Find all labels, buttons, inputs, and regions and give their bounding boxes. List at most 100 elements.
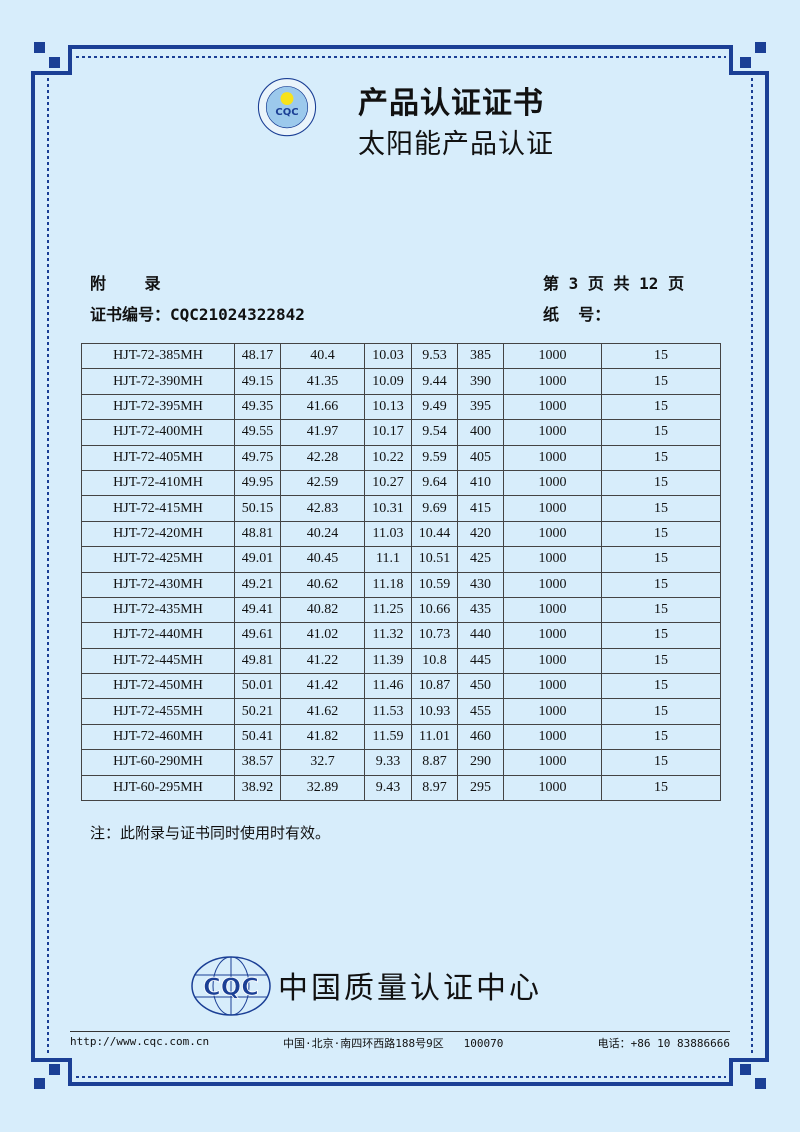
value-cell: 1000 — [503, 673, 602, 700]
value-cell: 10.87 — [411, 673, 458, 700]
value-cell: 11.53 — [364, 698, 412, 725]
value-cell: 50.21 — [234, 698, 281, 725]
value-cell: 49.81 — [234, 647, 281, 675]
value-cell: 290 — [457, 749, 504, 776]
table-row: HJT-72-410MH 49.95 42.59 10.27 9.64 410 1000 15 — [81, 469, 721, 497]
page-subtitle: 太阳能产品认证 — [358, 129, 554, 160]
value-cell: 38.92 — [234, 774, 281, 802]
value-cell: 32.7 — [280, 749, 365, 776]
page-info: 第 3 页 共 12 页 — [543, 274, 685, 293]
value-cell: 32.89 — [280, 774, 365, 802]
value-cell: 8.97 — [411, 774, 458, 802]
cqc-globe-logo: CQC — [191, 956, 271, 1016]
value-cell: 48.81 — [234, 520, 281, 548]
model-cell: HJT-72-445MH — [81, 647, 235, 675]
table-row: HJT-72-435MH 49.41 40.82 11.25 10.66 435 1000 1… — [81, 596, 721, 624]
table-row: HJT-72-460MH 50.41 41.82 11.59 11.01 460 1000 1… — [81, 723, 721, 751]
value-cell: 15 — [601, 647, 721, 675]
value-cell: 15 — [601, 469, 721, 497]
value-cell: 9.54 — [411, 419, 458, 446]
value-cell: 40.24 — [280, 520, 365, 548]
website-link[interactable]: http://www.cqc.com.cn — [70, 1035, 210, 1048]
value-cell: 10.73 — [411, 622, 458, 649]
value-cell: 1000 — [503, 342, 602, 370]
value-cell: 15 — [601, 571, 721, 598]
value-cell: 1000 — [503, 571, 602, 598]
value-cell: 9.64 — [411, 469, 458, 497]
table-row: HJT-72-455MH 50.21 41.62 11.53 10.93 455 1000 1… — [81, 698, 721, 725]
value-cell: 1000 — [503, 546, 602, 573]
value-cell: 9.49 — [411, 393, 458, 421]
value-cell: 9.69 — [411, 495, 458, 522]
value-cell: 385 — [457, 342, 504, 370]
value-cell: 400 — [457, 419, 504, 446]
table-row: HJT-60-295MH 38.92 32.89 9.43 8.97 295 1000 15 — [81, 774, 721, 802]
value-cell: 1000 — [503, 749, 602, 776]
page-title: 产品认证证书 — [358, 86, 544, 121]
value-cell: 48.17 — [234, 342, 281, 370]
value-cell: 15 — [601, 774, 721, 802]
value-cell: 415 — [457, 495, 504, 522]
value-cell: 42.83 — [280, 495, 365, 522]
value-cell: 10.03 — [364, 342, 412, 370]
table-row: HJT-72-415MH 50.15 42.83 10.31 9.69 415 1000 15 — [81, 495, 721, 522]
certificate-number: 证书编号：CQC21024322842 — [90, 305, 305, 324]
table-row: HJT-72-395MH 49.35 41.66 10.13 9.49 395 1000 15 — [81, 393, 721, 421]
model-cell: HJT-72-385MH — [81, 342, 235, 370]
table-row: HJT-72-440MH 49.61 41.02 11.32 10.73 440 1000 1… — [81, 622, 721, 649]
model-cell: HJT-72-460MH — [81, 723, 235, 751]
model-cell: HJT-72-415MH — [81, 495, 235, 522]
value-cell: 49.41 — [234, 596, 281, 624]
value-cell: 50.41 — [234, 723, 281, 751]
value-cell: 1000 — [503, 419, 602, 446]
model-cell: HJT-72-410MH — [81, 469, 235, 497]
value-cell: 9.33 — [364, 749, 412, 776]
value-cell: 450 — [457, 673, 504, 700]
value-cell: 49.95 — [234, 469, 281, 497]
value-cell: 40.4 — [280, 342, 365, 370]
phone: 电话：+86 10 83886666 — [597, 1037, 730, 1050]
value-cell: 49.61 — [234, 622, 281, 649]
value-cell: 1000 — [503, 393, 602, 421]
value-cell: 410 — [457, 469, 504, 497]
table-row: HJT-72-385MH 48.17 40.4 10.03 9.53 385 1000 15 — [81, 342, 721, 370]
value-cell: 425 — [457, 546, 504, 573]
value-cell: 1000 — [503, 596, 602, 624]
value-cell: 1000 — [503, 368, 602, 395]
value-cell: 15 — [601, 368, 721, 395]
value-cell: 10.27 — [364, 469, 412, 497]
value-cell: 41.82 — [280, 723, 365, 751]
value-cell: 10.66 — [411, 596, 458, 624]
value-cell: 15 — [601, 495, 721, 522]
value-cell: 49.75 — [234, 444, 281, 471]
value-cell: 49.55 — [234, 419, 281, 446]
model-cell: HJT-72-455MH — [81, 698, 235, 725]
table-row: HJT-72-405MH 49.75 42.28 10.22 9.59 405 1000 15 — [81, 444, 721, 471]
value-cell: 15 — [601, 723, 721, 751]
model-cell: HJT-72-430MH — [81, 571, 235, 598]
value-cell: 1000 — [503, 520, 602, 548]
value-cell: 10.22 — [364, 444, 412, 471]
model-cell: HJT-72-405MH — [81, 444, 235, 471]
value-cell: 40.82 — [280, 596, 365, 624]
value-cell: 11.1 — [364, 546, 412, 573]
value-cell: 8.87 — [411, 749, 458, 776]
svg-text:CQC: CQC — [203, 973, 259, 1001]
value-cell: 1000 — [503, 469, 602, 497]
model-cell: HJT-72-425MH — [81, 546, 235, 573]
value-cell: 15 — [601, 622, 721, 649]
value-cell: 11.32 — [364, 622, 412, 649]
paper-number: 纸 号： — [543, 305, 611, 324]
value-cell: 11.18 — [364, 571, 412, 598]
value-cell: 15 — [601, 673, 721, 700]
value-cell: 15 — [601, 546, 721, 573]
validity-note: 注：此附录与证书同时使用时有效。 — [90, 824, 331, 842]
product-table: HJT-72-385MH 48.17 40.4 10.03 9.53 385 1000 15 H… — [81, 342, 721, 802]
value-cell: 10.09 — [364, 368, 412, 395]
table-row: HJT-72-390MH 49.15 41.35 10.09 9.44 390 1000 15 — [81, 368, 721, 395]
value-cell: 10.31 — [364, 495, 412, 522]
value-cell: 1000 — [503, 495, 602, 522]
appendix-label: 附 录 — [90, 274, 161, 293]
value-cell: 11.03 — [364, 520, 412, 548]
